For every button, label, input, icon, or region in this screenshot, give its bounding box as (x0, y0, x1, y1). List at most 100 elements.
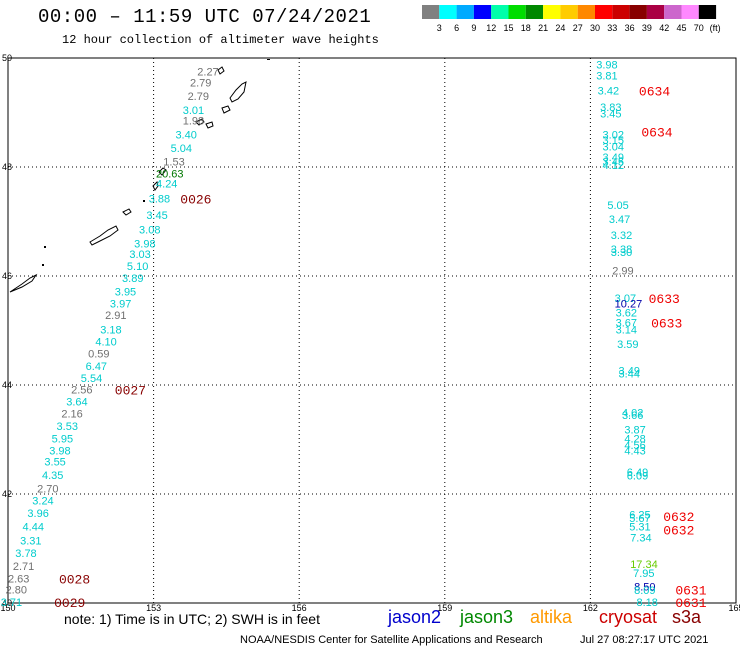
wave-height-value: 3.18 (100, 324, 121, 336)
wave-height-value: 3.98 (134, 238, 155, 250)
wave-height-value: 3.59 (617, 339, 638, 351)
pass-time-label: 0026 (180, 193, 211, 208)
page-subtitle: 12 hour collection of altimeter wave hei… (62, 33, 379, 47)
pass-time-label: 0029 (54, 596, 85, 611)
footer-note: note: 1) Time is in UTC; 2) SWH is in fe… (64, 611, 320, 627)
island-dot-1 (44, 246, 46, 248)
colorbar-swatch (508, 5, 526, 19)
colorbar-swatch (681, 5, 699, 19)
wave-height-value: 4.28 (624, 433, 645, 445)
wave-height-value: 5.54 (81, 373, 102, 385)
colorbar-tick-label: 42 (659, 23, 669, 33)
wave-height-value: 3.31 (20, 535, 41, 547)
wave-height-value: 3.49 (603, 152, 624, 164)
wave-height-value: 8.50 (634, 582, 655, 594)
colorbar-tick-label: 18 (521, 23, 531, 33)
wave-height-value: 3.66 (622, 410, 643, 422)
wave-height-value: 2.79 (188, 91, 209, 103)
wave-height-value: 8.09 (634, 585, 655, 597)
wave-height-value: 3.67 (616, 317, 637, 329)
wave-height-value: 3.81 (596, 70, 617, 82)
wave-height-value: 2.56 (71, 384, 92, 396)
wave-height-value: 3.98 (49, 445, 70, 457)
pass-time-label: 0631 (675, 596, 706, 611)
pass-time-label: 0633 (649, 292, 680, 307)
wave-height-value: 20.63 (156, 169, 184, 181)
wave-height-value: 4.56 (624, 440, 645, 452)
wave-height-value: 3.45 (603, 157, 624, 169)
wave-height-value: 17.34 (630, 559, 658, 571)
wave-height-value: 10.27 (615, 298, 643, 310)
wave-height-value: 3.88 (149, 194, 170, 206)
map-grid (7, 57, 737, 604)
wave-height-value: 3.87 (624, 425, 645, 437)
island-kuril-9 (229, 81, 247, 103)
wave-height-value: 3.78 (15, 548, 36, 560)
wave-height-value: 2.27 (197, 67, 218, 79)
wave-height-value: 4.24 (156, 178, 177, 190)
colorbar-tick-label: 15 (503, 23, 513, 33)
colorbar-swatch (664, 5, 682, 19)
wave-height-value: 4.10 (95, 336, 116, 348)
island-kuril-5 (158, 167, 167, 176)
pass-time-labels: 0026 0027 0028 0029 0634 0634 0633 0633 06320632… (54, 85, 707, 611)
island-kuril-10 (217, 66, 225, 75)
island-kuril-1 (9, 273, 38, 293)
wave-height-value: 2.80 (6, 584, 27, 596)
wave-height-value: 6.09 (627, 470, 648, 482)
colorbar-tick-label: 36 (625, 23, 635, 33)
pass-time-label: 0631 (675, 583, 706, 598)
colorbar: 3 6 9 12 15 18 21 24 27 30 33 36 39 42 45 70 (ft) (422, 5, 721, 33)
colorbar-swatch (491, 5, 509, 19)
colorbar-tick-label: 30 (590, 23, 600, 33)
colorbar-swatch (629, 5, 647, 19)
colorbar-swatch (422, 5, 440, 19)
wave-height-value: 3.45 (146, 210, 167, 222)
wave-height-value: 2.91 (105, 310, 126, 322)
wave-height-value: 4.44 (23, 522, 44, 534)
colorbar-tick-label: 45 (676, 23, 686, 33)
colorbar-swatch (577, 5, 595, 19)
legend-jason2: jason2 (388, 607, 442, 627)
wave-height-value: 3.96 (27, 508, 48, 520)
wave-height-value: 6.25 (629, 510, 650, 522)
wave-height-value: 3.44 (619, 369, 640, 381)
colorbar-tick-label: 12 (486, 23, 496, 33)
wave-height-value: 3.38 (611, 244, 632, 256)
legend-s3a: s3a (672, 607, 702, 627)
wave-height-value: 2.70 (37, 484, 58, 496)
longitude-label: 159 (437, 603, 452, 613)
wave-height-value: 4.12 (603, 160, 624, 172)
wave-height-value: 3.08 (139, 225, 160, 237)
legend-cryosat: cryosat (599, 607, 658, 627)
colorbar-tick-label: 27 (573, 23, 583, 33)
colorbar-tick-label: 3 (437, 23, 442, 33)
wave-height-value: 3.14 (616, 324, 637, 336)
wave-height-value: 3.47 (609, 214, 630, 226)
wave-height-value: 3.03 (129, 249, 150, 261)
colorbar-swatch (560, 5, 578, 19)
wave-height-value: 3.40 (175, 129, 196, 141)
wave-height-values: 2.272.792.793.011.983.405.041.5320.634.2… (1, 60, 658, 609)
colorbar-swatch (525, 5, 544, 19)
wave-height-value: 1.53 (163, 157, 184, 169)
island-kuril-6 (195, 118, 205, 126)
wave-height-value: 3.62 (616, 308, 637, 320)
wave-height-value: 7.95 (633, 568, 654, 580)
latitude-label: 50 (2, 53, 12, 63)
longitude-label: 165 (728, 603, 740, 613)
pass-time-label: 0632 (663, 510, 694, 525)
wave-height-value: 5.05 (607, 200, 628, 212)
wave-height-value: 3.49 (619, 365, 640, 377)
pass-time-label: 0634 (639, 85, 670, 100)
island-dot-3 (143, 200, 145, 202)
map-frame (7, 57, 737, 604)
credit-text: NOAA/NESDIS Center for Satellite Applica… (240, 634, 543, 646)
latitude-label: 48 (2, 162, 12, 172)
wave-height-value: 7.34 (630, 533, 651, 545)
island-kuril-8 (221, 105, 231, 114)
wave-height-value: 3.02 (603, 129, 624, 141)
legend-altika: altika (530, 607, 573, 627)
wave-height-value: 3.83 (600, 102, 621, 114)
latitude-label: 40 (2, 598, 12, 608)
